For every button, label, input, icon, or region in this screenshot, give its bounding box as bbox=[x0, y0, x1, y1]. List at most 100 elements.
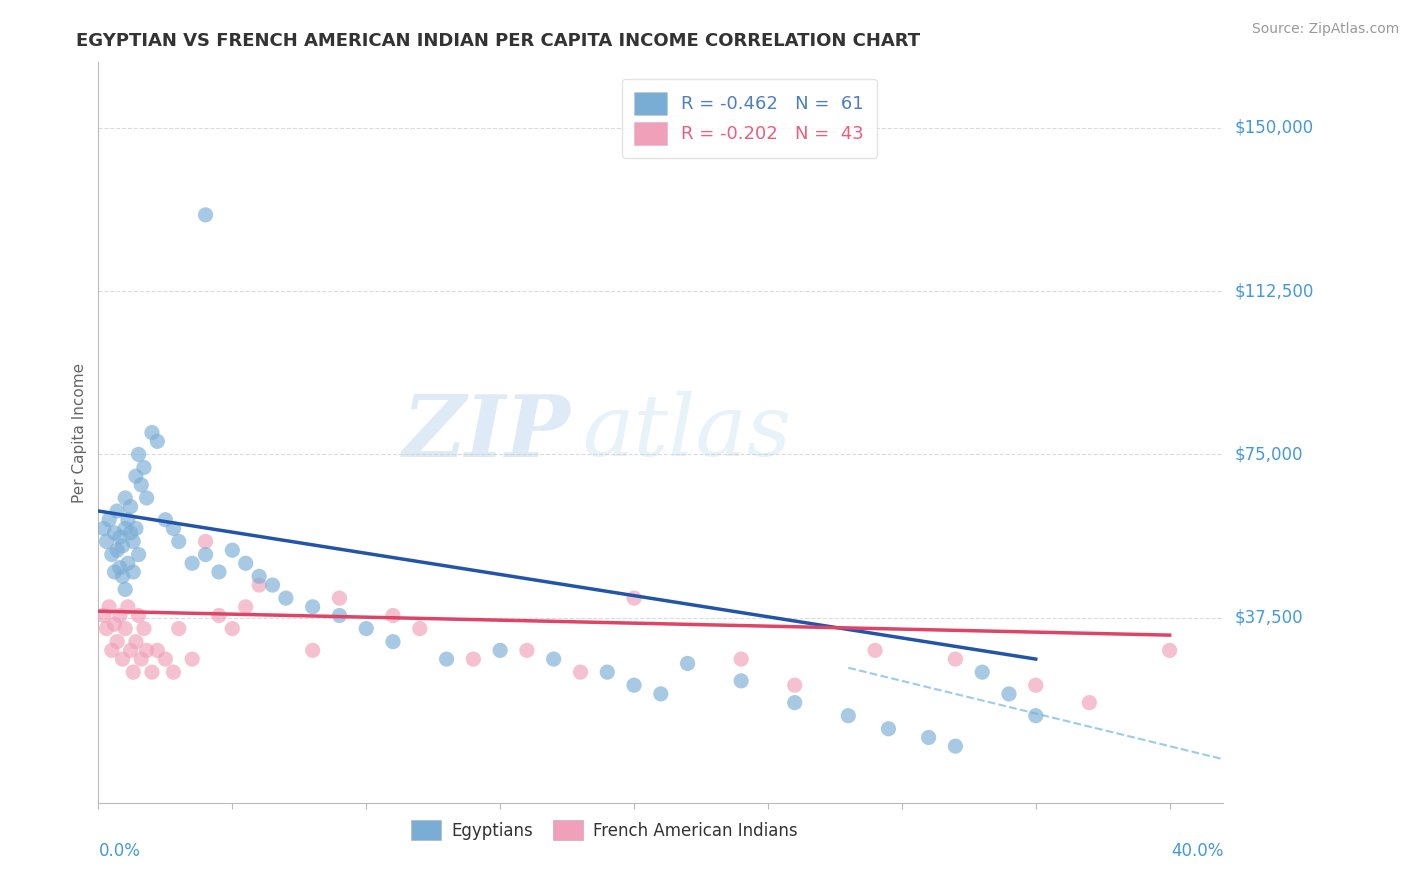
Point bbox=[221, 622, 243, 636]
Point bbox=[623, 678, 645, 692]
Point bbox=[122, 665, 145, 680]
Point bbox=[516, 643, 538, 657]
Point bbox=[117, 599, 139, 614]
Point bbox=[945, 739, 967, 754]
Point bbox=[125, 469, 148, 483]
Point bbox=[128, 608, 150, 623]
Point bbox=[863, 643, 886, 657]
Point bbox=[194, 534, 217, 549]
Point bbox=[1025, 708, 1047, 723]
Point bbox=[301, 599, 323, 614]
Point bbox=[328, 608, 350, 623]
Point bbox=[208, 608, 231, 623]
Point bbox=[114, 491, 136, 505]
Point bbox=[103, 565, 125, 579]
Point bbox=[128, 548, 150, 562]
Point bbox=[128, 447, 150, 461]
Point bbox=[146, 643, 169, 657]
Point bbox=[181, 556, 204, 570]
Text: $37,500: $37,500 bbox=[1234, 608, 1303, 627]
Point bbox=[125, 634, 148, 648]
Point bbox=[114, 521, 136, 535]
Point bbox=[101, 643, 124, 657]
Point bbox=[167, 622, 190, 636]
Point bbox=[1159, 643, 1181, 657]
Point bbox=[917, 731, 939, 745]
Point bbox=[132, 622, 155, 636]
Point bbox=[208, 565, 231, 579]
Point bbox=[328, 591, 350, 606]
Point bbox=[730, 652, 752, 666]
Text: 0.0%: 0.0% bbox=[98, 842, 141, 860]
Point bbox=[122, 534, 145, 549]
Point bbox=[194, 548, 217, 562]
Point bbox=[108, 560, 131, 574]
Point bbox=[623, 591, 645, 606]
Text: atlas: atlas bbox=[582, 392, 792, 474]
Point bbox=[96, 534, 118, 549]
Point bbox=[945, 652, 967, 666]
Point bbox=[247, 578, 270, 592]
Point bbox=[98, 513, 121, 527]
Point bbox=[436, 652, 458, 666]
Legend: Egyptians, French American Indians: Egyptians, French American Indians bbox=[405, 814, 804, 847]
Point bbox=[103, 617, 125, 632]
Point bbox=[837, 708, 859, 723]
Point bbox=[301, 643, 323, 657]
Point bbox=[146, 434, 169, 449]
Point bbox=[93, 608, 115, 623]
Point bbox=[1078, 696, 1101, 710]
Point bbox=[135, 491, 157, 505]
Point bbox=[783, 696, 806, 710]
Point bbox=[105, 504, 128, 518]
Point bbox=[569, 665, 592, 680]
Point bbox=[96, 622, 118, 636]
Point bbox=[120, 643, 142, 657]
Point bbox=[101, 548, 124, 562]
Point bbox=[274, 591, 297, 606]
Point bbox=[108, 608, 131, 623]
Point bbox=[111, 652, 134, 666]
Point bbox=[120, 500, 142, 514]
Point bbox=[783, 678, 806, 692]
Point bbox=[676, 657, 699, 671]
Point bbox=[167, 534, 190, 549]
Point bbox=[543, 652, 565, 666]
Text: ZIP: ZIP bbox=[404, 391, 571, 475]
Point bbox=[1025, 678, 1047, 692]
Point bbox=[489, 643, 512, 657]
Y-axis label: Per Capita Income: Per Capita Income bbox=[72, 362, 87, 503]
Point bbox=[129, 652, 152, 666]
Text: $150,000: $150,000 bbox=[1234, 119, 1313, 136]
Point bbox=[155, 652, 177, 666]
Point bbox=[117, 513, 139, 527]
Point bbox=[155, 513, 177, 527]
Point bbox=[382, 608, 405, 623]
Point bbox=[132, 460, 155, 475]
Point bbox=[117, 556, 139, 570]
Point bbox=[120, 525, 142, 540]
Point bbox=[162, 665, 184, 680]
Point bbox=[93, 521, 115, 535]
Point bbox=[972, 665, 994, 680]
Point bbox=[409, 622, 432, 636]
Point bbox=[235, 556, 257, 570]
Point bbox=[596, 665, 619, 680]
Point bbox=[354, 622, 377, 636]
Point bbox=[650, 687, 672, 701]
Point bbox=[382, 634, 405, 648]
Point bbox=[105, 543, 128, 558]
Point bbox=[194, 208, 217, 222]
Point bbox=[125, 521, 148, 535]
Text: $112,500: $112,500 bbox=[1234, 282, 1313, 300]
Text: Source: ZipAtlas.com: Source: ZipAtlas.com bbox=[1251, 22, 1399, 37]
Point bbox=[141, 665, 163, 680]
Point bbox=[108, 530, 131, 544]
Point bbox=[135, 643, 157, 657]
Point bbox=[141, 425, 163, 440]
Text: $75,000: $75,000 bbox=[1234, 445, 1303, 464]
Point bbox=[877, 722, 900, 736]
Point bbox=[730, 673, 752, 688]
Point bbox=[998, 687, 1021, 701]
Point bbox=[103, 525, 125, 540]
